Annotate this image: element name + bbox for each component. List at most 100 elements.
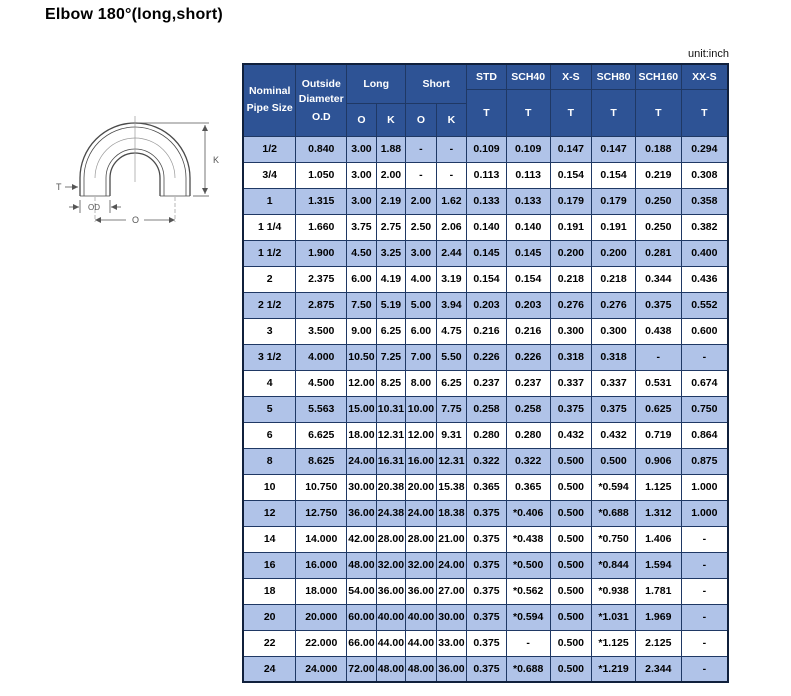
dim-label-o: O	[132, 215, 139, 225]
table-cell: -	[680, 343, 729, 371]
table-cell: 1.62	[435, 187, 468, 215]
table-cell: 0.308	[680, 161, 729, 189]
table-cell: -	[680, 577, 729, 605]
table-cell: 28.00	[405, 525, 437, 553]
table-cell: 1	[242, 187, 297, 215]
table-cell: 0.281	[634, 239, 682, 267]
table-cell: 8.00	[405, 369, 437, 397]
table-cell: 0.438	[634, 317, 682, 345]
table-cell: 0.500	[549, 499, 593, 527]
table-cell: 1 1/2	[242, 239, 297, 267]
table-row: 6 6.625 18.00 12.31 12.00 9.31 0.280 0.280 0.432…	[242, 421, 729, 449]
table-cell: 72.00	[346, 655, 377, 683]
table-cell: 1.125	[634, 473, 682, 501]
table-cell: 3.25	[375, 239, 407, 267]
table-cell: 0.191	[591, 213, 636, 241]
table-cell: 0.154	[505, 265, 551, 293]
table-cell: 36.00	[346, 499, 377, 527]
table-cell: 7.00	[405, 343, 437, 371]
table-cell: 10.00	[405, 395, 437, 423]
table-cell: 28.00	[375, 525, 407, 553]
col-header-short-k: K	[435, 102, 468, 137]
table-cell: 12.00	[405, 421, 437, 449]
table-cell: *0.562	[505, 577, 551, 605]
table-cell: 20	[242, 603, 297, 631]
table-cell: 2.50	[405, 213, 437, 241]
elbow-technical-drawing: K T OD O	[56, 116, 219, 225]
table-cell: -	[680, 603, 729, 631]
table-cell: 24.000	[295, 655, 348, 683]
table-cell: 10.31	[375, 395, 407, 423]
table-cell: 4.500	[295, 369, 348, 397]
table-cell: 3	[242, 317, 297, 345]
table-cell: 36.00	[375, 577, 407, 605]
table-cell: 0.322	[505, 447, 551, 475]
table-cell: 0.840	[295, 135, 348, 163]
table-cell: 0.375	[466, 499, 507, 527]
table-cell: 0.500	[549, 447, 593, 475]
table-cell: 0.375	[466, 655, 507, 683]
table-cell: 4	[242, 369, 297, 397]
table-cell: 2.06	[435, 213, 468, 241]
table-cell: 4.75	[435, 317, 468, 345]
table-cell: 2.00	[405, 187, 437, 215]
table-cell: 4.00	[405, 265, 437, 293]
table-cell: 2.19	[375, 187, 407, 215]
dim-label-t: T	[56, 182, 62, 192]
table-row: 1 1.315 3.00 2.19 2.00 1.62 0.133 0.133 0.179 0.1…	[242, 187, 729, 215]
table-row: 3 3.500 9.00 6.25 6.00 4.75 0.216 0.216 0.300 0.3…	[242, 317, 729, 345]
table-cell: -	[680, 655, 729, 683]
col-group-short: Short	[405, 63, 468, 104]
col-header-xx-s: XX-S	[680, 63, 729, 90]
table-row: 24 24.000 72.00 48.00 48.00 36.00 0.375 *0.688 0…	[242, 655, 729, 683]
table-cell: 48.00	[375, 655, 407, 683]
table-cell: 0.375	[466, 525, 507, 553]
table-cell: 0.375	[591, 395, 636, 423]
table-cell: *0.500	[505, 551, 551, 579]
col-header-sch80: SCH80	[591, 63, 636, 90]
table-cell: 1.594	[634, 551, 682, 579]
table-cell: 3.75	[346, 213, 377, 241]
table-cell: 2.44	[435, 239, 468, 267]
table-cell: 0.337	[591, 369, 636, 397]
table-cell: 30.00	[435, 603, 468, 631]
table-cell: 1 1/4	[242, 213, 297, 241]
table-cell: 8.25	[375, 369, 407, 397]
dim-label-od: OD	[88, 203, 100, 212]
table-cell: 5.50	[435, 343, 468, 371]
table-header: Nominal Pipe Size Outside Diameter O.D L…	[242, 63, 729, 137]
table-cell: -	[405, 161, 437, 189]
table-cell: 0.276	[591, 291, 636, 319]
table-cell: 0.375	[634, 291, 682, 319]
table-cell: 0.145	[466, 239, 507, 267]
table-cell: 0.109	[505, 135, 551, 163]
table-cell: 1.312	[634, 499, 682, 527]
table-cell: 0.719	[634, 421, 682, 449]
table-cell: 36.00	[435, 655, 468, 683]
table-cell: 0.552	[680, 291, 729, 319]
table-cell: 0.226	[505, 343, 551, 371]
table-cell: 1/2	[242, 135, 297, 163]
table-cell: 12.31	[435, 447, 468, 475]
table-cell: -	[680, 629, 729, 657]
table-cell: 0.188	[634, 135, 682, 163]
col-header-t-sch160: T	[634, 88, 682, 137]
table-cell: 2	[242, 265, 297, 293]
table-cell: 44.00	[375, 629, 407, 657]
table-cell: *0.688	[591, 499, 636, 527]
table-cell: 0.203	[505, 291, 551, 319]
table-cell: 16.000	[295, 551, 348, 579]
table-cell: 24.38	[375, 499, 407, 527]
table-cell: 0.294	[680, 135, 729, 163]
table-cell: 0.432	[549, 421, 593, 449]
table-cell: *0.406	[505, 499, 551, 527]
table-cell: 0.179	[591, 187, 636, 215]
table-cell: 0.280	[466, 421, 507, 449]
table-cell: 16.31	[375, 447, 407, 475]
table-cell: *0.688	[505, 655, 551, 683]
table-cell: *1.031	[591, 603, 636, 631]
table-row: 4 4.500 12.00 8.25 8.00 6.25 0.237 0.237 0.337 0.…	[242, 369, 729, 397]
table-cell: 5.00	[405, 291, 437, 319]
table-cell: 0.154	[466, 265, 507, 293]
table-cell: 2 1/2	[242, 291, 297, 319]
